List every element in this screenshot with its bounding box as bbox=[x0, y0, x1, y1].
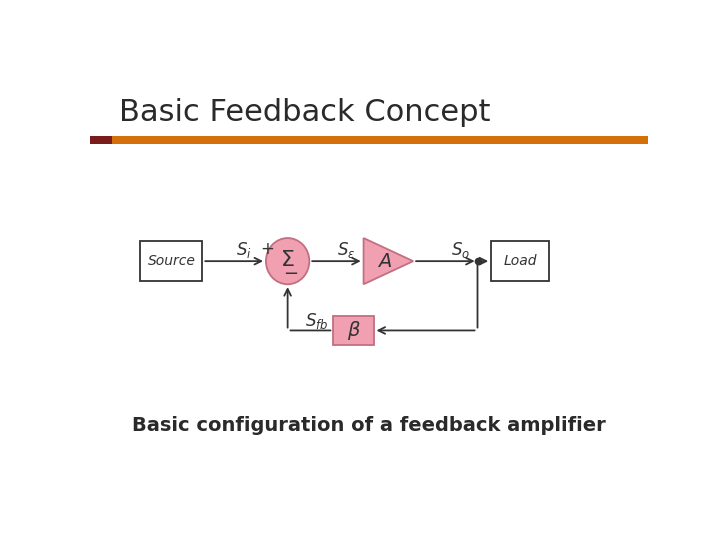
Text: $+$: $+$ bbox=[261, 240, 274, 258]
Polygon shape bbox=[364, 238, 413, 284]
Bar bbox=[333, 316, 374, 345]
Text: $S_{fb}$: $S_{fb}$ bbox=[305, 311, 328, 331]
Bar bbox=[140, 241, 202, 281]
Text: $S_i$: $S_i$ bbox=[236, 240, 252, 260]
Text: $A$: $A$ bbox=[377, 252, 392, 272]
Text: $S_o$: $S_o$ bbox=[451, 240, 470, 260]
Text: Source: Source bbox=[148, 254, 195, 268]
Bar bbox=[491, 241, 549, 281]
Text: $S_\varepsilon$: $S_\varepsilon$ bbox=[337, 240, 356, 260]
Text: Basic Feedback Concept: Basic Feedback Concept bbox=[120, 98, 491, 127]
Text: $\beta$: $\beta$ bbox=[346, 319, 361, 342]
Text: Load: Load bbox=[503, 254, 537, 268]
Text: Basic configuration of a feedback amplifier: Basic configuration of a feedback amplif… bbox=[132, 416, 606, 435]
Ellipse shape bbox=[266, 238, 310, 284]
Text: $\Sigma$: $\Sigma$ bbox=[280, 251, 295, 271]
Text: $-$: $-$ bbox=[283, 263, 298, 281]
Bar bbox=[112, 136, 648, 144]
Bar bbox=[90, 136, 112, 144]
